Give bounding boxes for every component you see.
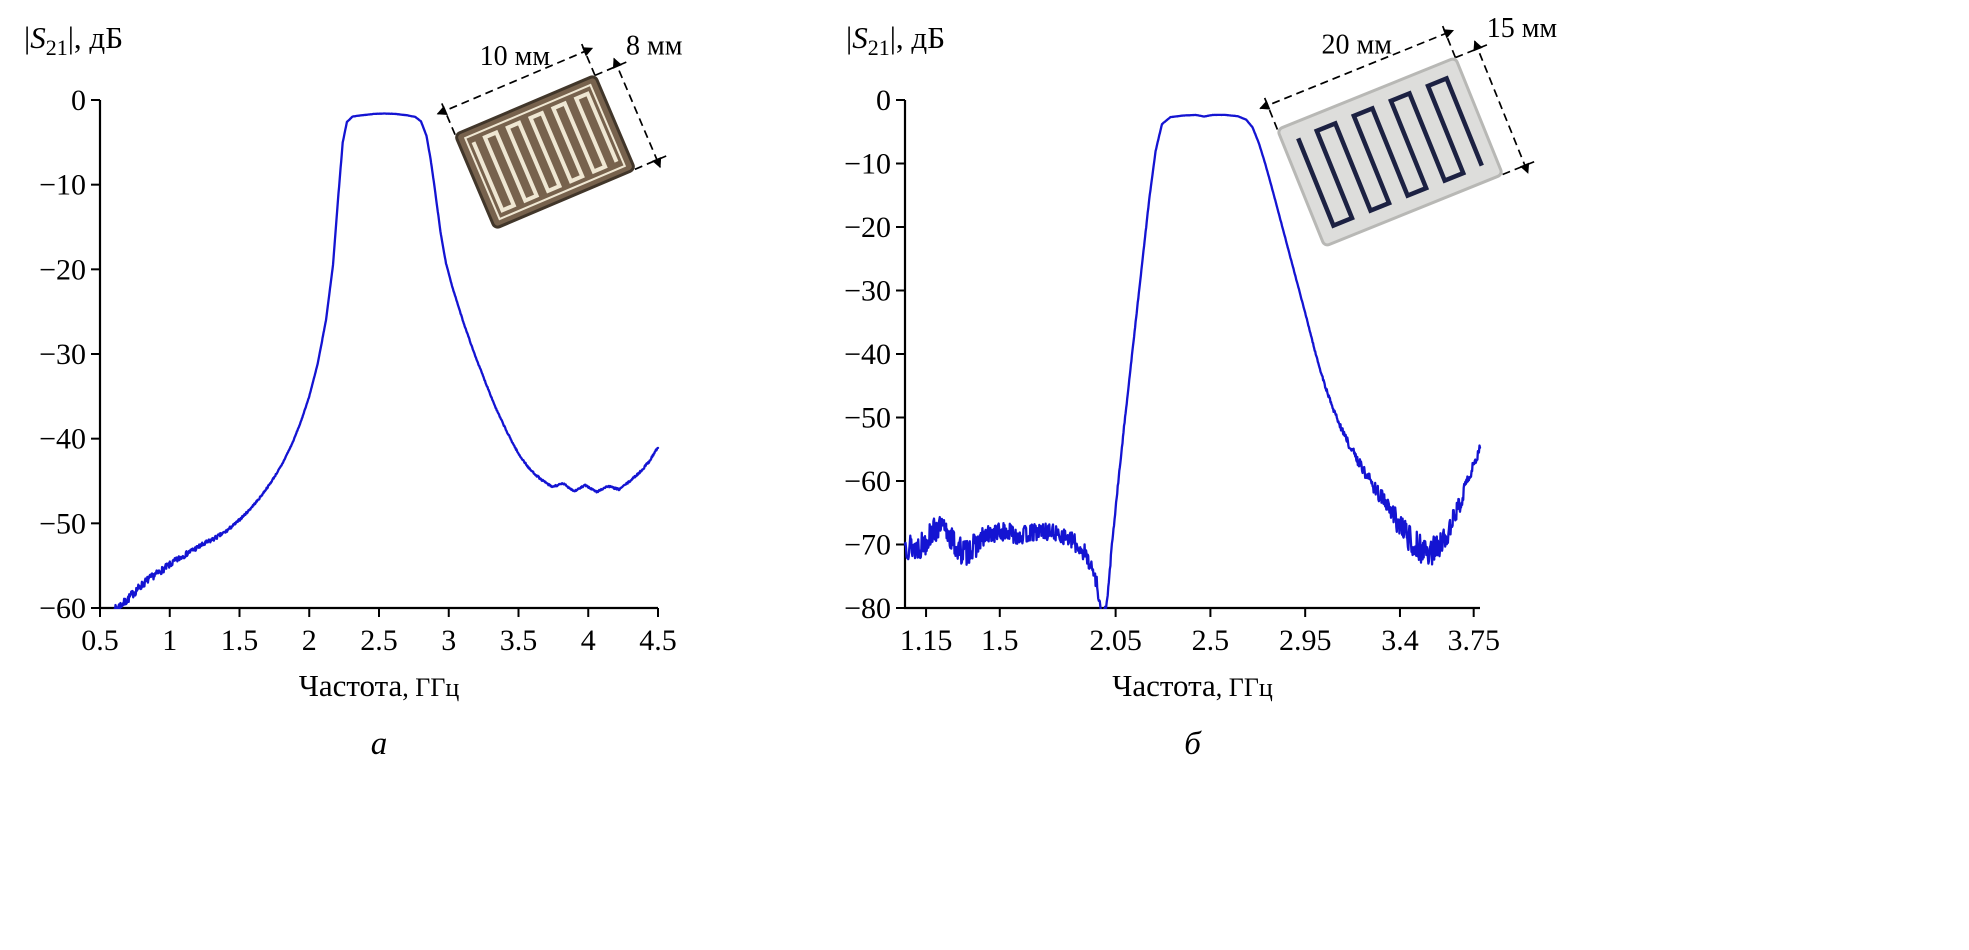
height-dimension-arrow <box>1473 40 1530 174</box>
y-tick-label: −20 <box>39 253 86 286</box>
x-tick-label: 1.5 <box>981 624 1019 657</box>
chart-panel-a: 0.5 1 1.5 2 2.5 3 3.5 4 4.5 0 −10 −20 −30 −40 −50 −60 |S… <box>24 20 683 762</box>
x-tick-label: 0.5 <box>81 624 119 657</box>
y-tick-label: −50 <box>844 402 891 435</box>
y-tick-label: −30 <box>844 275 891 308</box>
x-tick-label: 4 <box>581 624 596 657</box>
y-tick-label: −40 <box>39 423 86 456</box>
inset-meander-pattern <box>471 91 619 213</box>
y-tick-label: −30 <box>39 338 86 371</box>
witness-line <box>579 40 596 76</box>
inset-height-dimension-label: 8 мм <box>626 31 683 62</box>
x-tick-label: 1 <box>162 624 177 657</box>
x-tick-label: 3.5 <box>500 624 538 657</box>
inset-filter-photo <box>1277 57 1503 247</box>
inset-height-dimension-label: 15 мм <box>1487 13 1558 44</box>
width-dimension-arrow <box>436 47 594 115</box>
width-dimension-arrow <box>1259 29 1455 110</box>
x-tick-label: 2.5 <box>360 624 398 657</box>
y-tick-label: −20 <box>844 211 891 244</box>
height-dimension-arrow <box>612 57 662 169</box>
x-axis-label: Частота, ГГц <box>1112 668 1273 703</box>
witness-line <box>1455 43 1490 59</box>
x-tick-label: 3.4 <box>1381 624 1419 657</box>
inset-filter-photo <box>455 75 635 229</box>
x-tick-label: 3.75 <box>1447 624 1500 657</box>
inset-meander-pattern <box>1296 75 1484 229</box>
chart-panel-b: 1.15 1.5 2.05 2.5 2.95 3.4 3.75 0 −10 −20 −30 −40 −5… <box>844 13 1557 762</box>
x-tick-label: 2.95 <box>1279 624 1332 657</box>
witness-line <box>594 60 629 77</box>
y-tick-label: −40 <box>844 338 891 371</box>
x-tick-label: 2 <box>302 624 317 657</box>
y-tick-label: −60 <box>844 465 891 498</box>
panel-label: а <box>371 726 388 762</box>
witness-line <box>1262 93 1279 130</box>
y-tick-label: −50 <box>39 507 86 540</box>
y-axis-label: |S21|, дБ <box>24 20 123 60</box>
witness-line <box>1502 160 1537 176</box>
witness-line <box>1440 22 1457 58</box>
inset-width-dimension-label: 20 мм <box>1321 30 1392 61</box>
inset-width-dimension-label: 10 мм <box>480 41 551 72</box>
y-tick-label: −10 <box>844 148 891 181</box>
y-tick-label: −60 <box>39 592 86 625</box>
x-tick-label: 3 <box>441 624 456 657</box>
x-tick-label: 4.5 <box>639 624 677 657</box>
x-tick-label: 1.15 <box>900 624 953 657</box>
x-tick-label: 2.5 <box>1192 624 1230 657</box>
y-axis-label: |S21|, дБ <box>846 20 945 60</box>
s21-curve <box>113 112 660 609</box>
panel-label: б <box>1184 726 1202 762</box>
x-axis-label: Частота, ГГц <box>299 668 460 703</box>
x-tick-label: 1.5 <box>221 624 259 657</box>
x-tick-label: 2.05 <box>1089 624 1142 657</box>
y-tick-label: −70 <box>844 529 891 562</box>
y-tick-label: −10 <box>39 169 86 202</box>
y-tick-label: 0 <box>71 84 86 117</box>
witness-line <box>439 99 456 136</box>
y-tick-label: −80 <box>844 592 891 625</box>
y-tick-label: 0 <box>876 84 891 117</box>
s21-curve <box>903 113 1482 609</box>
witness-line <box>634 154 669 171</box>
